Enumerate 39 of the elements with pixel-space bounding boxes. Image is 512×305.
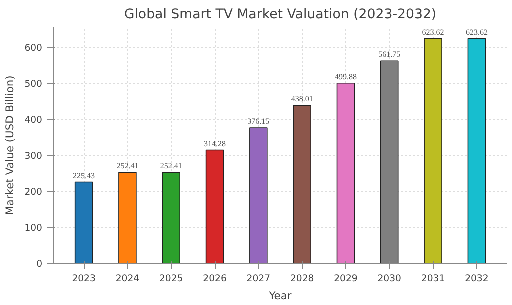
y-tick-label: 600 [24, 42, 43, 54]
y-tick-label: 400 [24, 114, 43, 126]
data-label: 623.62 [422, 28, 444, 37]
x-tick-label: 2029 [334, 274, 358, 284]
bar [336, 82, 356, 264]
data-label: 376.15 [248, 116, 270, 126]
y-tick-label: 200 [24, 186, 43, 198]
x-tick-label: 2032 [465, 274, 489, 284]
bar [206, 150, 224, 264]
x-tick-label: 2026 [203, 274, 227, 284]
bar [250, 128, 268, 264]
x-tick-label: 2024 [116, 274, 140, 284]
data-label: 252.41 [160, 162, 182, 171]
chart-title: Global Smart TV Market Valuation (2023-2032) [124, 8, 437, 22]
bar [118, 172, 137, 264]
x-tick-label: 2027 [246, 274, 271, 284]
y-tick-label: 0 [36, 259, 43, 270]
data-label: 438.01 [291, 94, 314, 104]
x-axis-title: Year [268, 290, 292, 302]
x-tick-label: 2030 [378, 274, 402, 284]
data-label: 561.75 [378, 50, 401, 60]
y-tick-label: 500 [24, 78, 43, 90]
bar [162, 172, 180, 264]
data-label: 252.41 [116, 162, 139, 171]
bar [424, 38, 442, 264]
data-label: 499.88 [334, 72, 357, 82]
x-tick-label: 2025 [159, 274, 184, 284]
x-tick-label: 2028 [290, 274, 314, 284]
y-tick-label: 100 [24, 222, 43, 234]
bar [293, 105, 312, 264]
bar [74, 182, 94, 264]
data-label: 623.62 [466, 28, 488, 37]
x-tick-label: 2031 [421, 274, 446, 284]
y-axis-title: Market Value (USD Billion) [4, 76, 17, 216]
bar [468, 38, 486, 264]
data-label: 314.28 [204, 139, 226, 148]
y-tick-label: 300 [24, 150, 43, 162]
data-label: 225.43 [73, 171, 96, 180]
x-tick-label: 2023 [72, 274, 96, 284]
